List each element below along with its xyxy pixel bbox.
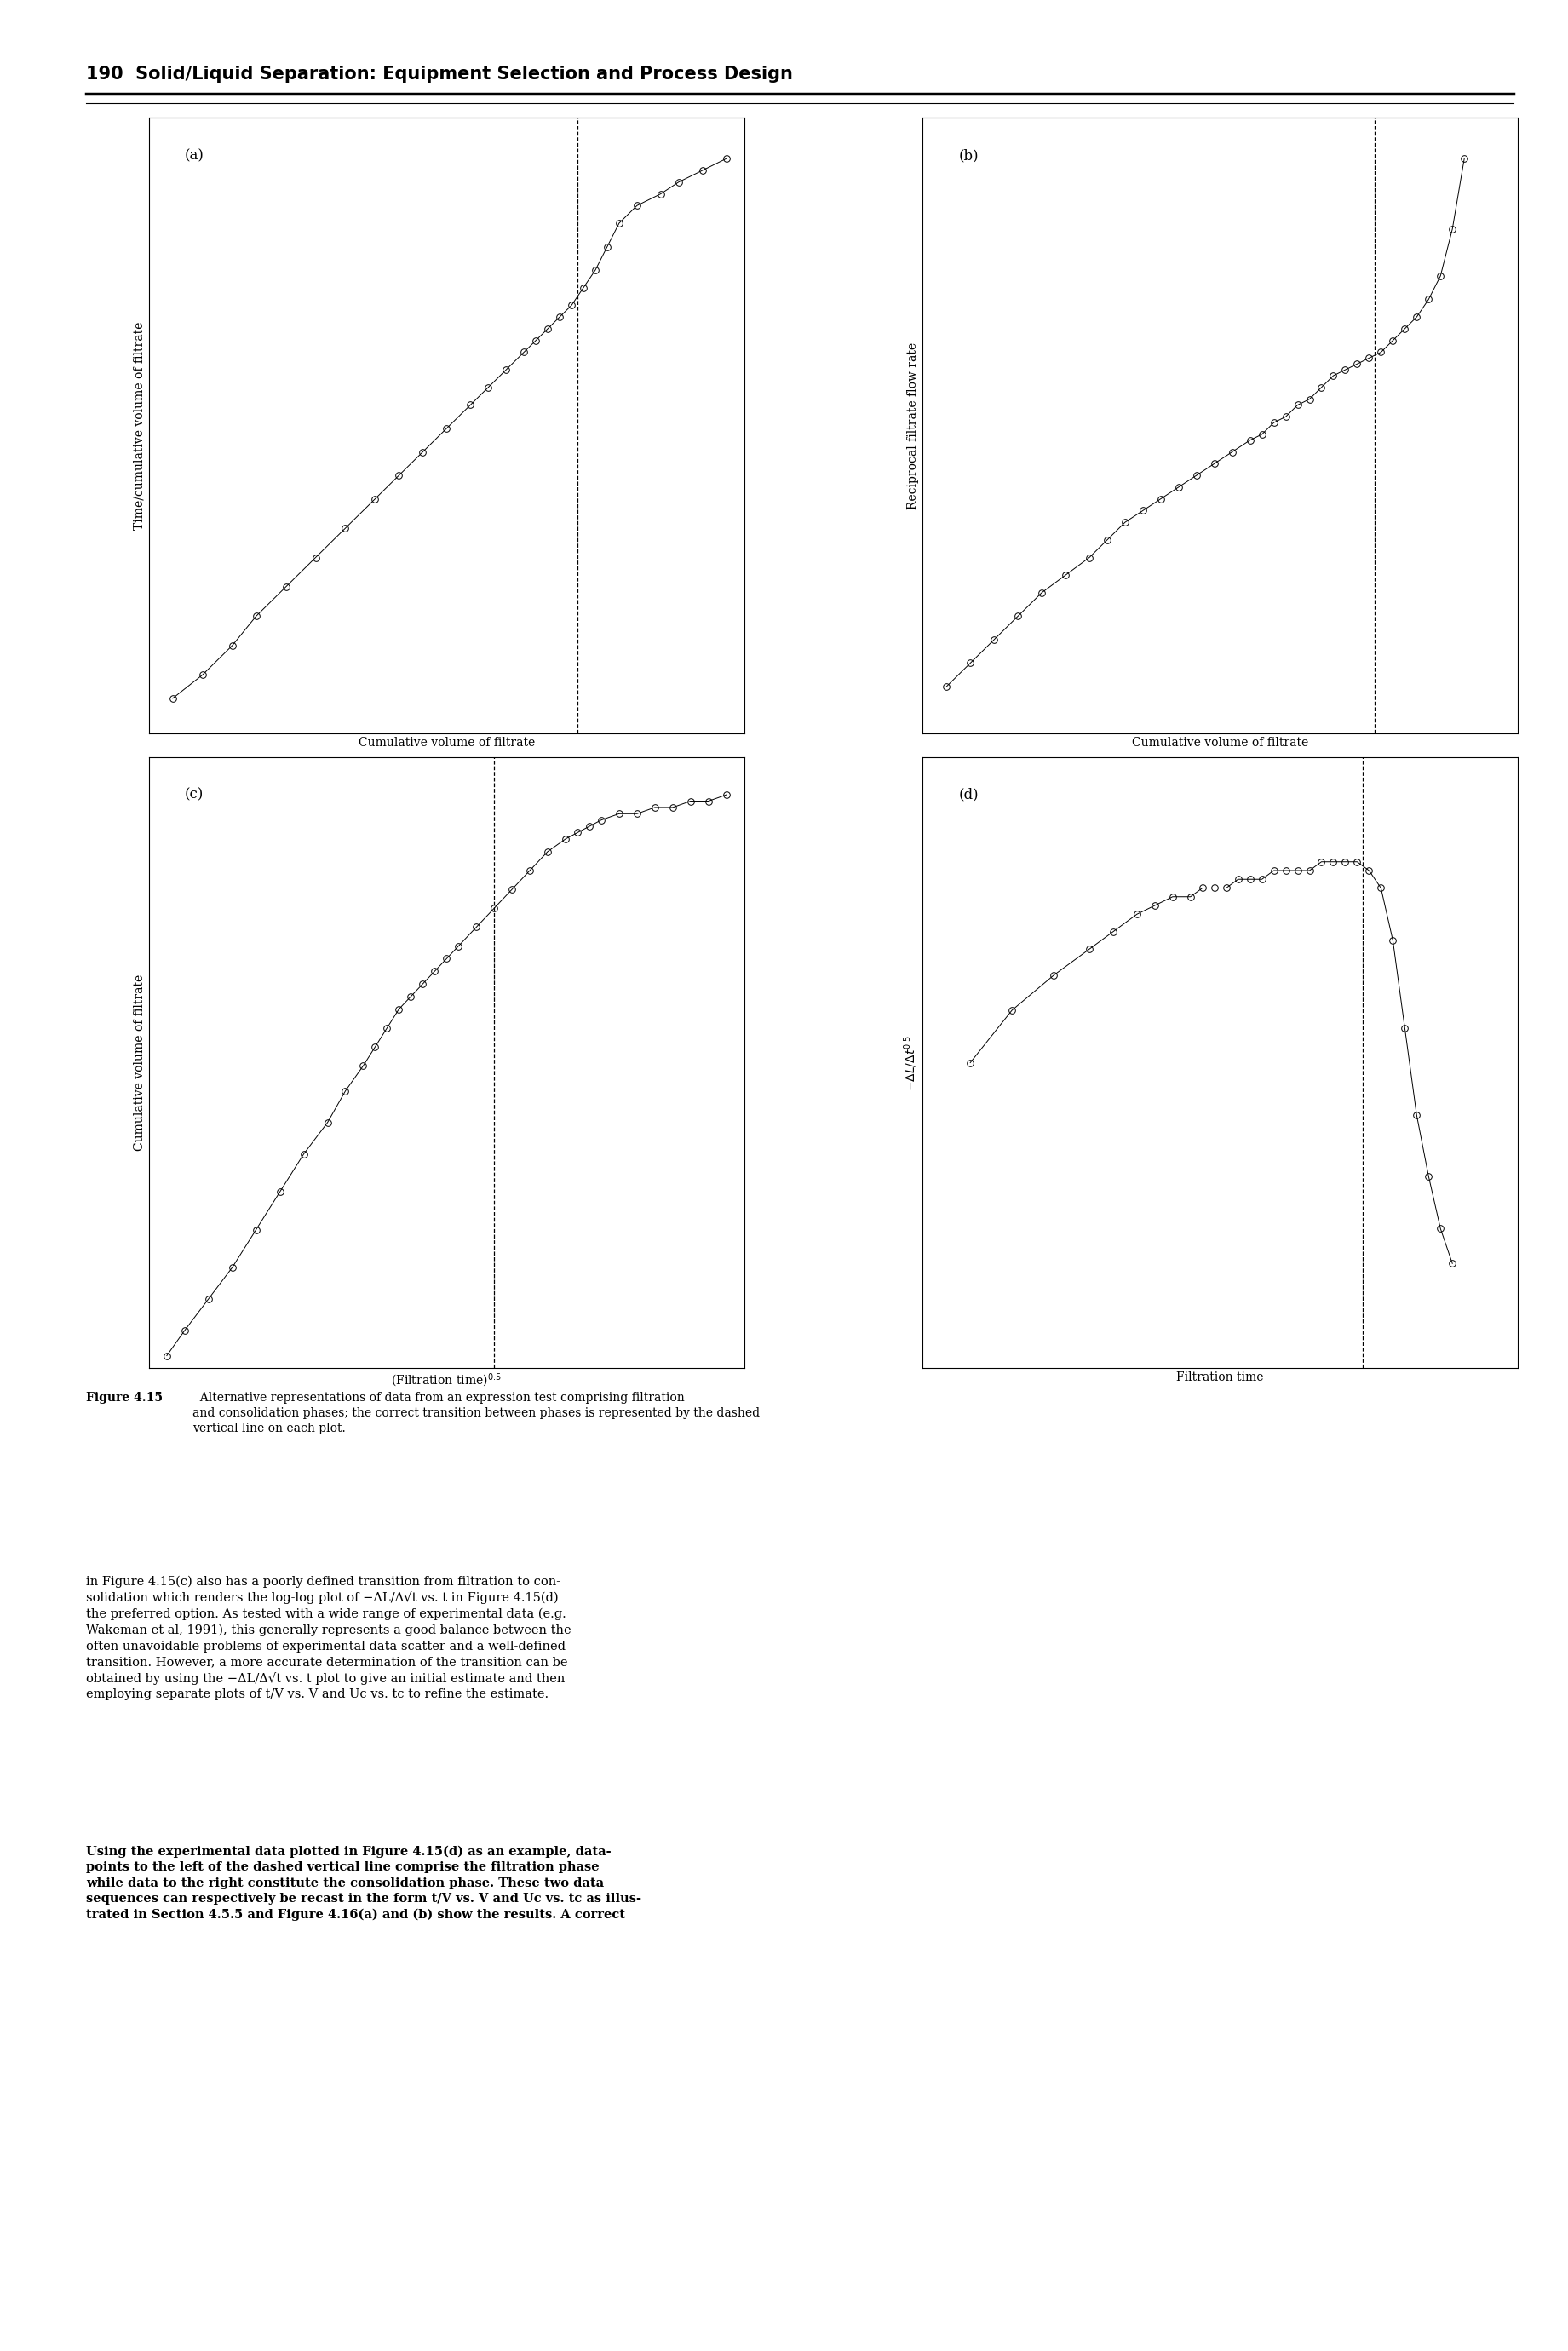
X-axis label: Cumulative volume of filtrate: Cumulative volume of filtrate [358,738,535,750]
Text: Figure 4.15: Figure 4.15 [86,1392,163,1404]
Y-axis label: Reciprocal filtrate flow rate: Reciprocal filtrate flow rate [908,341,919,510]
X-axis label: Filtration time: Filtration time [1176,1373,1264,1385]
Text: (c): (c) [185,788,204,802]
X-axis label: Cumulative volume of filtrate: Cumulative volume of filtrate [1132,738,1309,750]
Text: (d): (d) [958,788,978,802]
Y-axis label: $-\Delta L/\Delta t^{0.5}$: $-\Delta L/\Delta t^{0.5}$ [903,1034,919,1091]
Y-axis label: Cumulative volume of filtrate: Cumulative volume of filtrate [133,973,146,1152]
Y-axis label: Time/cumulative volume of filtrate: Time/cumulative volume of filtrate [133,322,146,529]
Text: Alternative representations of data from an expression test comprising filtratio: Alternative representations of data from… [193,1392,760,1434]
Text: Using the experimental data plotted in Figure 4.15(d) as an example, data-
point: Using the experimental data plotted in F… [86,1846,641,1921]
Text: (a): (a) [185,148,204,162]
Text: 190  Solid/Liquid Separation: Equipment Selection and Process Design: 190 Solid/Liquid Separation: Equipment S… [86,66,793,82]
Text: in Figure 4.15(c) also has a poorly defined transition from filtration to con-
s: in Figure 4.15(c) also has a poorly defi… [86,1575,571,1700]
Text: (b): (b) [958,148,978,162]
X-axis label: (Filtration time)$^{0.5}$: (Filtration time)$^{0.5}$ [392,1373,502,1389]
